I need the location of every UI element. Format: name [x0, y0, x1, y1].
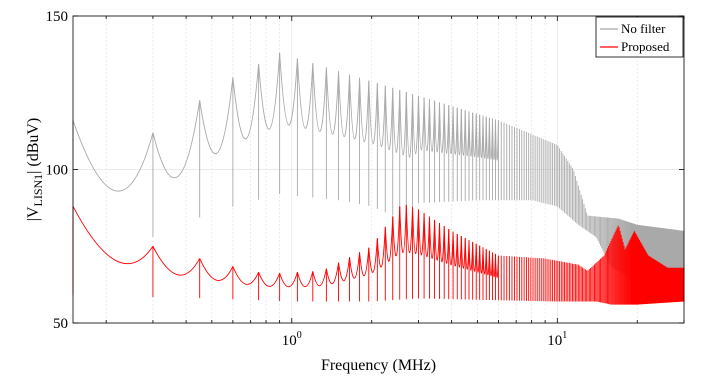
series-layer: [72, 52, 685, 305]
series-no-filter-line: [72, 52, 685, 277]
x-axis-label: Frequency (MHz): [321, 357, 436, 374]
x-tick-label-exponent: 0: [297, 330, 302, 341]
y-axis-label: |VLISN1| (dBuV): [25, 118, 45, 222]
x-tick-label-base: 10: [282, 333, 297, 349]
y-tick-label: 150: [46, 9, 69, 25]
y-tick-label: 100: [46, 163, 69, 179]
series-proposed-lobes: [72, 204, 499, 288]
series-no-filter-lobes: [72, 52, 499, 192]
legend-box: [595, 16, 684, 58]
legend-label-proposed: Proposed: [621, 39, 670, 54]
x-tick-label-exponent: 1: [562, 330, 567, 341]
y-axis-label-suffix: | (dBuV): [25, 118, 42, 174]
x-tick-label: 101: [547, 330, 567, 349]
legend-label-no-filter: No filter: [621, 21, 666, 36]
y-axis-label-prefix: |V: [25, 206, 42, 221]
y-axis-label-subscript: LISN1: [31, 174, 45, 207]
x-tick-label: 100: [282, 330, 302, 349]
x-tick-label-base: 10: [547, 333, 562, 349]
legend: No filter Proposed: [595, 16, 684, 58]
y-tick-label: 50: [53, 316, 68, 332]
